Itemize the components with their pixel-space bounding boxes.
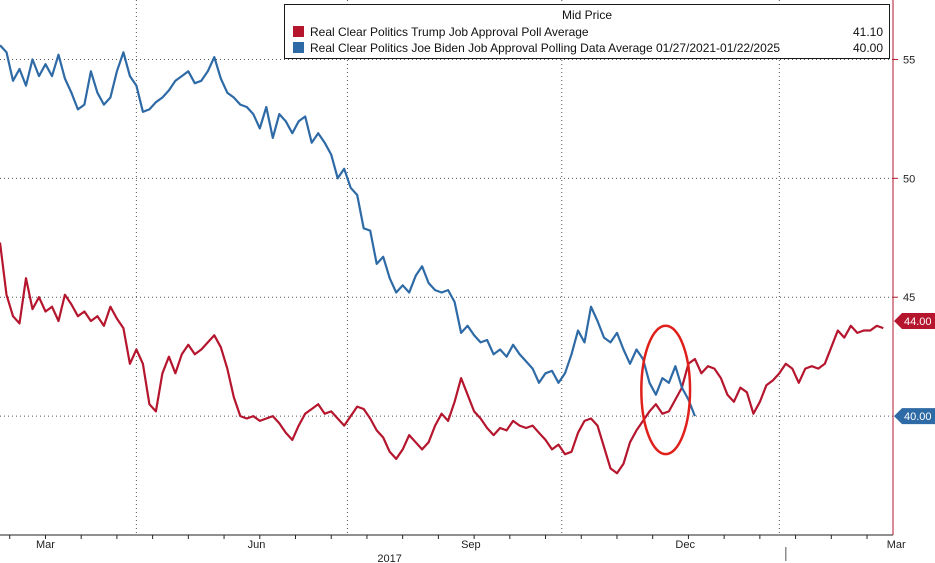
- highlight-ellipse: [640, 324, 692, 456]
- x-tick-label: Dec: [675, 539, 695, 551]
- value-tag-biden: [894, 408, 935, 425]
- x-tick-label: Mar: [887, 539, 906, 551]
- series-line-trump: [0, 242, 884, 475]
- legend-value-trump: 41.10: [852, 24, 883, 39]
- x-tick-text: Dec: [675, 539, 695, 551]
- legend-entry-biden: Real Clear Politics Joe Biden Job Approv…: [293, 40, 883, 55]
- legend: Mid Price Real Clear Politics Trump Job …: [284, 4, 890, 59]
- legend-swatch-trump: [293, 26, 304, 37]
- y-tick-label: 50: [903, 173, 915, 185]
- series-layer: [0, 44, 884, 475]
- legend-swatch-biden: [293, 42, 304, 53]
- legend-title: Mid Price: [561, 8, 612, 22]
- grid: [0, 0, 893, 535]
- x-tick-text: Mar: [887, 539, 906, 551]
- value-tag-text: 40.00: [904, 411, 932, 423]
- value-tags: 44.00 40.00: [894, 313, 935, 425]
- legend-label-biden: Real Clear Politics Joe Biden Job Approv…: [310, 40, 781, 55]
- y-tick-label: 55: [903, 54, 915, 66]
- x-tick-label: Jun: [248, 539, 266, 551]
- legend-label-trump: Real Clear Politics Trump Job Approval P…: [310, 24, 589, 39]
- x-tick-text: Sep: [461, 539, 481, 551]
- value-tag-text: 44.00: [904, 316, 932, 328]
- series-line-biden: [0, 44, 696, 417]
- year-label: 2017: [377, 553, 401, 563]
- x-tick-label: Sep: [461, 539, 481, 551]
- legend-entry-trump: Real Clear Politics Trump Job Approval P…: [293, 24, 883, 39]
- annotation-layer: [640, 324, 692, 456]
- legend-value-biden: 40.00: [852, 40, 883, 55]
- x-tick-label: Mar: [36, 539, 55, 551]
- x-tick-text: Mar: [36, 539, 55, 551]
- value-tag-trump: [894, 313, 935, 329]
- y-tick-label: 45: [903, 292, 915, 304]
- x-tick-text: Jun: [248, 539, 266, 551]
